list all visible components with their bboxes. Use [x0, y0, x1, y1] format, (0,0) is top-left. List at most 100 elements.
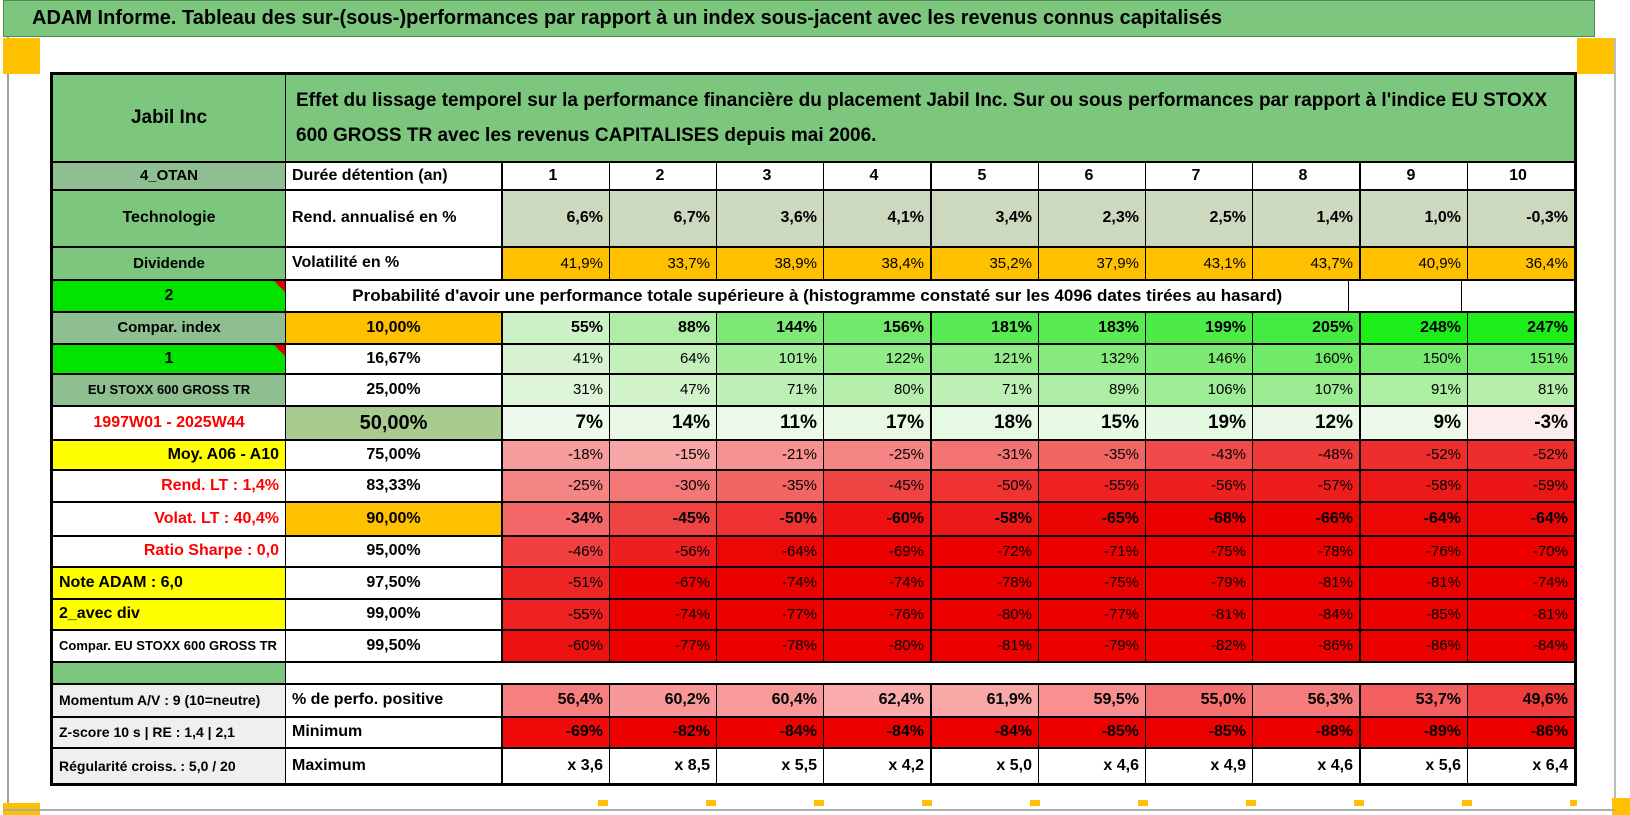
quantile-25-row-value-10[interactable]: 81% [1468, 375, 1574, 405]
maximum-row-value-2[interactable]: x 8,5 [610, 749, 717, 783]
quantile-10-row-metric[interactable]: 10,00% [286, 313, 503, 343]
quantile-99-row-value-6[interactable]: -77% [1039, 600, 1146, 629]
quantile-90-row-value-2[interactable]: -45% [610, 503, 717, 535]
median-row-value-4[interactable]: 17% [824, 407, 932, 439]
positive-perf-row-value-7[interactable]: 55,0% [1146, 685, 1253, 716]
quantile-25-row-value-2[interactable]: 47% [610, 375, 717, 405]
volatility-row-value-7[interactable]: 43,1% [1146, 248, 1253, 279]
quantile-975-row-value-7[interactable]: -79% [1146, 568, 1253, 598]
volatility-row-value-5[interactable]: 35,2% [932, 248, 1039, 279]
quantile-10-row-value-5[interactable]: 181% [932, 313, 1039, 343]
positive-perf-row-value-6[interactable]: 59,5% [1039, 685, 1146, 716]
quantile-16-row-label[interactable]: 1 [53, 345, 286, 373]
quantile-995-row-value-10[interactable]: -84% [1468, 631, 1574, 661]
quantile-995-row-value-8[interactable]: -86% [1253, 631, 1361, 661]
quantile-10-row-label[interactable]: Compar. index [53, 313, 286, 343]
positive-perf-row-value-5[interactable]: 61,9% [932, 685, 1039, 716]
quantile-25-row-value-3[interactable]: 71% [717, 375, 824, 405]
header-row-value-5[interactable]: 5 [932, 163, 1039, 189]
header-row-value-6[interactable]: 6 [1039, 163, 1146, 189]
quantile-75-row-value-1[interactable]: -18% [503, 441, 610, 469]
quantile-995-row-value-7[interactable]: -82% [1146, 631, 1253, 661]
quantile-90-row-value-1[interactable]: -34% [503, 503, 610, 535]
probability-caption-row-label[interactable]: 2 [53, 281, 286, 311]
quantile-99-row-value-1[interactable]: -55% [503, 600, 610, 629]
quantile-95-row-value-1[interactable]: -46% [503, 537, 610, 566]
minimum-row-metric[interactable]: Minimum [286, 718, 503, 747]
quantile-995-row-value-9[interactable]: -86% [1361, 631, 1468, 661]
minimum-row-label[interactable]: Z-score 10 s | RE : 1,4 | 2,1 [53, 718, 286, 747]
quantile-10-row-value-3[interactable]: 144% [717, 313, 824, 343]
quantile-995-row-value-5[interactable]: -81% [932, 631, 1039, 661]
quantile-90-row-value-10[interactable]: -64% [1468, 503, 1574, 535]
positive-perf-row-value-1[interactable]: 56,4% [503, 685, 610, 716]
quantile-25-row-value-6[interactable]: 89% [1039, 375, 1146, 405]
quantile-99-row-value-10[interactable]: -81% [1468, 600, 1574, 629]
positive-perf-row-value-4[interactable]: 62,4% [824, 685, 932, 716]
quantile-16-row-value-7[interactable]: 146% [1146, 345, 1253, 373]
positive-perf-row-value-10[interactable]: 49,6% [1468, 685, 1574, 716]
quantile-95-row-value-2[interactable]: -56% [610, 537, 717, 566]
median-row-value-6[interactable]: 15% [1039, 407, 1146, 439]
quantile-83-row-value-6[interactable]: -55% [1039, 471, 1146, 501]
quantile-99-row-value-4[interactable]: -76% [824, 600, 932, 629]
annualized-return-row-value-2[interactable]: 6,7% [610, 191, 717, 246]
quantile-995-row-value-4[interactable]: -80% [824, 631, 932, 661]
quantile-75-row-value-4[interactable]: -25% [824, 441, 932, 469]
quantile-99-row-metric[interactable]: 99,00% [286, 600, 503, 629]
annualized-return-row-value-8[interactable]: 1,4% [1253, 191, 1361, 246]
quantile-75-row-metric[interactable]: 75,00% [286, 441, 503, 469]
minimum-row-value-3[interactable]: -84% [717, 718, 824, 747]
quantile-25-row-metric[interactable]: 25,00% [286, 375, 503, 405]
quantile-83-row-metric[interactable]: 83,33% [286, 471, 503, 501]
maximum-row-value-6[interactable]: x 4,6 [1039, 749, 1146, 783]
volatility-row-value-6[interactable]: 37,9% [1039, 248, 1146, 279]
maximum-row-value-10[interactable]: x 6,4 [1468, 749, 1574, 783]
quantile-16-row-value-5[interactable]: 121% [932, 345, 1039, 373]
probability-caption-row-empty-2[interactable] [1462, 281, 1574, 311]
annualized-return-row-metric[interactable]: Rend. annualisé en % [286, 191, 503, 246]
quantile-16-row-value-9[interactable]: 150% [1361, 345, 1468, 373]
quantile-83-row-label[interactable]: Rend. LT : 1,4% [53, 471, 286, 501]
median-row-value-5[interactable]: 18% [932, 407, 1039, 439]
positive-perf-row-value-2[interactable]: 60,2% [610, 685, 717, 716]
quantile-10-row-value-1[interactable]: 55% [503, 313, 610, 343]
annualized-return-row-value-6[interactable]: 2,3% [1039, 191, 1146, 246]
maximum-row-value-3[interactable]: x 5,5 [717, 749, 824, 783]
quantile-16-row-value-10[interactable]: 151% [1468, 345, 1574, 373]
report-description-cell[interactable]: Effet du lissage temporel sur la perform… [286, 75, 1574, 161]
quantile-995-row-value-6[interactable]: -79% [1039, 631, 1146, 661]
volatility-row-metric[interactable]: Volatilité en % [286, 248, 503, 279]
volatility-row-value-4[interactable]: 38,4% [824, 248, 932, 279]
annualized-return-row-value-5[interactable]: 3,4% [932, 191, 1039, 246]
median-row-value-7[interactable]: 19% [1146, 407, 1253, 439]
quantile-75-row-value-9[interactable]: -52% [1361, 441, 1468, 469]
header-row-value-8[interactable]: 8 [1253, 163, 1361, 189]
quantile-83-row-value-10[interactable]: -59% [1468, 471, 1574, 501]
quantile-90-row-value-4[interactable]: -60% [824, 503, 932, 535]
quantile-975-row-value-9[interactable]: -81% [1361, 568, 1468, 598]
quantile-75-row-value-5[interactable]: -31% [932, 441, 1039, 469]
annualized-return-row-value-4[interactable]: 4,1% [824, 191, 932, 246]
quantile-75-row-label[interactable]: Moy. A06 - A10 [53, 441, 286, 469]
quantile-75-row-value-2[interactable]: -15% [610, 441, 717, 469]
quantile-95-row-metric[interactable]: 95,00% [286, 537, 503, 566]
quantile-99-row-value-9[interactable]: -85% [1361, 600, 1468, 629]
volatility-row-value-8[interactable]: 43,7% [1253, 248, 1361, 279]
quantile-975-row-value-1[interactable]: -51% [503, 568, 610, 598]
quantile-95-row-label[interactable]: Ratio Sharpe : 0,0 [53, 537, 286, 566]
quantile-975-row-value-8[interactable]: -81% [1253, 568, 1361, 598]
volatility-row-value-9[interactable]: 40,9% [1361, 248, 1468, 279]
quantile-90-row-value-9[interactable]: -64% [1361, 503, 1468, 535]
quantile-975-row-value-2[interactable]: -67% [610, 568, 717, 598]
header-row-value-1[interactable]: 1 [503, 163, 610, 189]
volatility-row-value-3[interactable]: 38,9% [717, 248, 824, 279]
quantile-75-row-value-3[interactable]: -21% [717, 441, 824, 469]
header-row-label[interactable]: 4_OTAN [53, 163, 286, 189]
quantile-75-row-value-6[interactable]: -35% [1039, 441, 1146, 469]
quantile-16-row-value-6[interactable]: 132% [1039, 345, 1146, 373]
quantile-10-row-value-10[interactable]: 247% [1468, 313, 1574, 343]
quantile-95-row-value-5[interactable]: -72% [932, 537, 1039, 566]
quantile-83-row-value-4[interactable]: -45% [824, 471, 932, 501]
quantile-90-row-value-5[interactable]: -58% [932, 503, 1039, 535]
